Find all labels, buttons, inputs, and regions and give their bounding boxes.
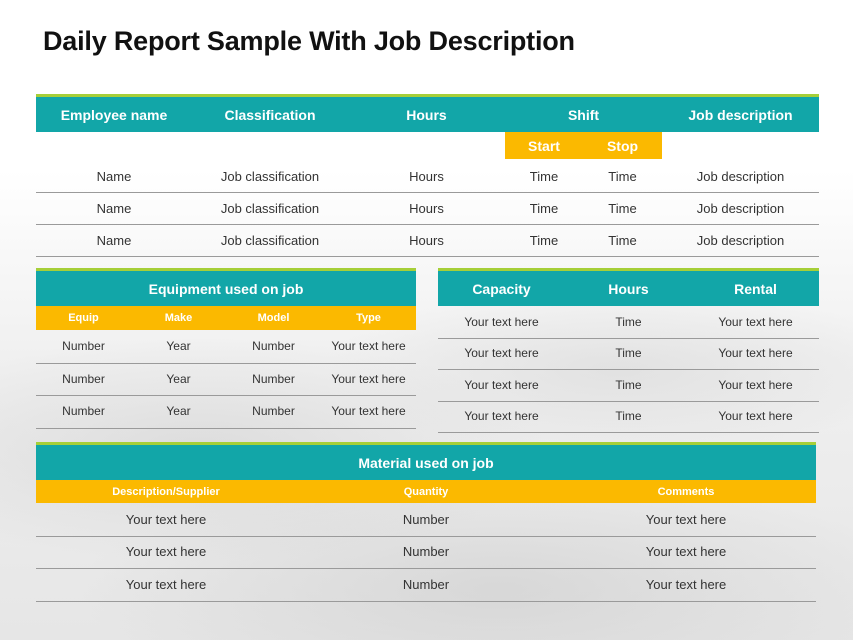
material-table-row-cell: Number <box>402 576 450 592</box>
equipment-table-header: Equipment used on job <box>36 271 416 306</box>
equipment-subheader: Equip Make Model Type <box>36 306 416 330</box>
capacity-table-row-cell: Your text here <box>464 409 539 424</box>
capacity-table-row-cell: Your text here <box>718 314 793 329</box>
job-table-row-cell: Hours <box>409 200 444 216</box>
capacity-table-row-cell: Your text here <box>718 346 793 361</box>
equipment-table-row-cell: Number <box>252 339 295 354</box>
shift-subheader: Start Stop <box>505 132 662 159</box>
material-table-row-cell: Your text here <box>645 576 727 592</box>
material-table-title: Material used on job <box>358 454 494 471</box>
header-hours: Hours <box>406 106 447 123</box>
capacity-table-row-row-divider <box>438 369 819 370</box>
subheader-stop: Stop <box>606 137 639 154</box>
subheader-start: Start <box>528 137 560 154</box>
capacity-table-header: Capacity Hours Rental <box>438 271 819 306</box>
job-table-row-cell: Job description <box>696 200 785 216</box>
background-mist <box>0 170 853 640</box>
equipment-table-title: Equipment used on job <box>148 280 304 297</box>
job-table-row-cell: Name <box>96 168 132 184</box>
job-table-row-cell: Time <box>529 200 559 216</box>
equipment-table-row-cell: Your text here <box>331 404 406 419</box>
capacity-table-row-cell: Your text here <box>718 377 793 392</box>
job-table-accent <box>36 94 819 97</box>
equipment-table-row-row-divider <box>36 427 416 429</box>
capacity-table-row-cell: Your text here <box>464 314 539 329</box>
job-table-row-row-divider <box>36 224 819 225</box>
material-table-row-cell: Your text here <box>125 544 207 560</box>
header-employee-name: Employee name <box>60 106 168 123</box>
header-classification: Classification <box>224 106 316 123</box>
job-table-header: Employee name Classification Hours Shift… <box>36 97 819 132</box>
material-table-row-row-divider <box>36 535 816 537</box>
material-table-header: Material used on job <box>36 445 816 480</box>
job-table-row-cell: Name <box>96 200 132 216</box>
subheader-model: Model <box>257 312 290 324</box>
equipment-table-row-cell: Your text here <box>331 371 406 386</box>
capacity-table-row-cell: Your text here <box>464 346 539 361</box>
job-table-row-cell: Name <box>96 232 132 248</box>
job-table-row-cell: Job classification <box>220 200 320 216</box>
equipment-table-row-cell: Year <box>166 339 191 354</box>
material-table-row-cell: Your text here <box>645 511 727 527</box>
capacity-table-row-cell: Your text here <box>464 377 539 392</box>
material-table-row-row-divider <box>36 568 816 569</box>
job-table-row-cell: Job description <box>696 168 785 184</box>
job-table-row-cell: Time <box>529 232 559 248</box>
equipment-table-row-cell: Number <box>62 404 105 419</box>
equipment-table-accent <box>36 268 416 271</box>
job-table-row-row-divider <box>36 256 819 257</box>
subheader-description-supplier: Description/Supplier <box>112 485 220 498</box>
subheader-comments: Comments <box>657 485 715 498</box>
material-table-row-row-divider <box>36 600 816 602</box>
equipment-table-row-row-divider <box>36 362 416 364</box>
job-table-row-row-divider <box>36 192 819 193</box>
capacity-table-accent <box>438 268 819 271</box>
capacity-table-row-cell: Time <box>615 377 642 392</box>
header-job-description: Job description <box>688 106 793 123</box>
material-table-accent <box>36 442 816 445</box>
material-table-row-cell: Number <box>402 511 450 527</box>
job-table-row-cell: Time <box>608 232 637 248</box>
job-table-row-cell: Time <box>608 200 637 216</box>
capacity-table-row-row-divider <box>438 337 819 339</box>
capacity-table-row-cell: Time <box>615 346 642 361</box>
equipment-table-row-cell: Number <box>62 371 105 386</box>
capacity-table-row-cell: Time <box>615 409 642 424</box>
subheader-equip: Equip <box>68 312 99 324</box>
subheader-make: Make <box>164 312 193 324</box>
header-shift: Shift <box>567 106 600 123</box>
header-capacity-hours: Hours <box>608 280 649 297</box>
equipment-table-row-cell: Number <box>252 371 295 386</box>
material-subheader: Description/Supplier Quantity Comments <box>36 480 816 503</box>
header-capacity: Capacity <box>472 280 531 297</box>
equipment-table-row-cell: Number <box>252 404 295 419</box>
job-table-row-cell: Hours <box>409 232 444 248</box>
job-table-row-cell: Time <box>608 168 637 184</box>
job-table-row-cell: Job classification <box>220 168 320 184</box>
page-title: Daily Report Sample With Job Description <box>43 26 575 56</box>
job-table-row-cell: Job classification <box>220 232 320 248</box>
header-rental: Rental <box>734 280 777 297</box>
material-table-row-cell: Number <box>402 544 450 560</box>
equipment-table-row-cell: Number <box>62 339 105 354</box>
subheader-quantity: Quantity <box>403 485 449 498</box>
equipment-table-row-cell: Year <box>166 404 191 419</box>
capacity-table-row-row-divider <box>438 400 819 402</box>
subheader-type: Type <box>356 312 381 324</box>
job-table-row-cell: Hours <box>409 168 444 184</box>
capacity-table-row-row-divider <box>438 432 819 433</box>
capacity-table-row-cell: Time <box>615 314 642 329</box>
material-table-row-cell: Your text here <box>125 511 207 527</box>
job-table-row-cell: Job description <box>696 232 785 248</box>
equipment-table-row-cell: Your text here <box>331 339 406 354</box>
equipment-table-row-row-divider <box>36 395 416 396</box>
equipment-table-row-cell: Year <box>166 371 191 386</box>
material-table-row-cell: Your text here <box>125 576 207 592</box>
material-table-row-cell: Your text here <box>645 544 727 560</box>
job-table-row-cell: Time <box>529 168 559 184</box>
capacity-table-row-cell: Your text here <box>718 409 793 424</box>
